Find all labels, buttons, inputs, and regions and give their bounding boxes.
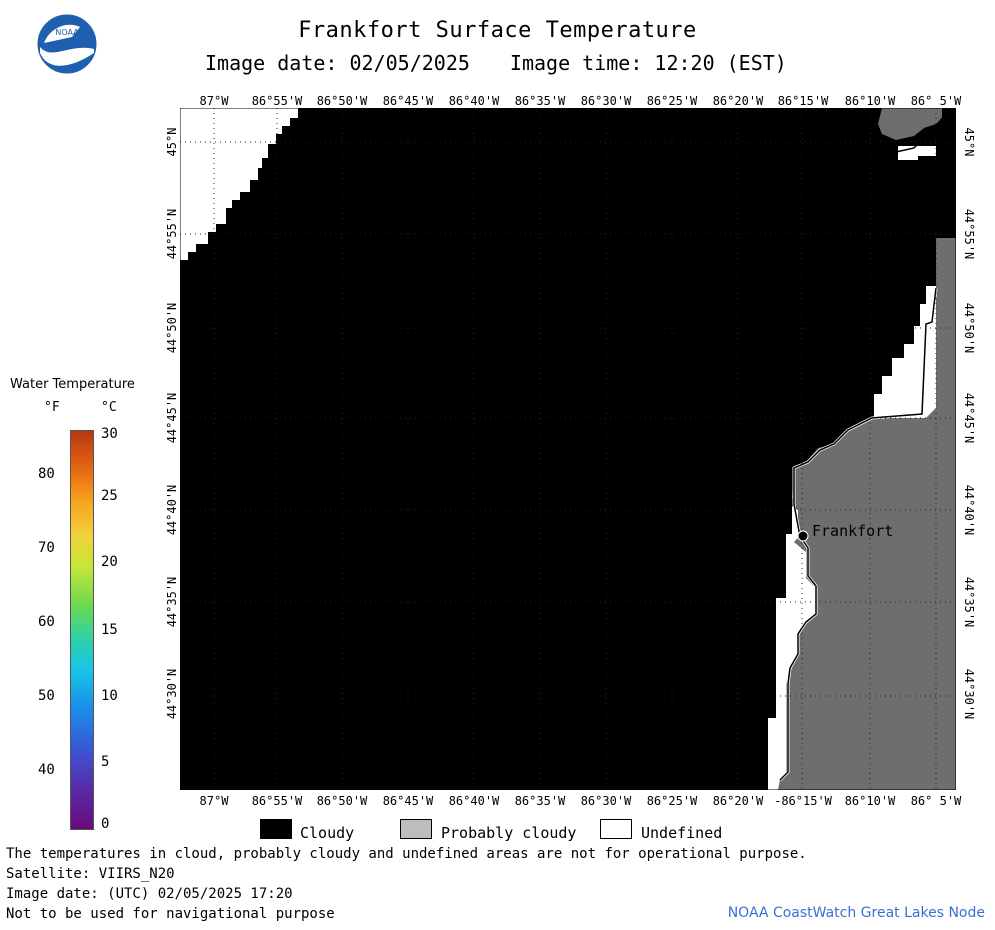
frankfort-marker[interactable] — [797, 530, 809, 542]
tick-c: 0 — [101, 816, 110, 832]
navigation-warning: Not to be used for navigational purpose — [6, 906, 335, 922]
tick-c: 15 — [101, 622, 118, 638]
lon-label-top: 87°W — [199, 94, 229, 108]
lon-label-top: 86°15'W — [777, 94, 829, 108]
lat-label-left: 44°30'N — [165, 668, 179, 720]
lon-label-top: 86°10'W — [844, 94, 896, 108]
lon-label-top: 86°35'W — [514, 94, 566, 108]
lon-label-top: 86°20'W — [712, 94, 764, 108]
lat-label-left: 45°N — [165, 127, 179, 157]
lon-label-bottom: 86°25'W — [646, 794, 698, 808]
tick-c: 25 — [101, 488, 118, 504]
tick-f: 60 — [38, 614, 55, 630]
temperature-colorbar — [70, 430, 94, 830]
temperature-map[interactable]: Frankfort — [180, 108, 956, 790]
satellite-text: Satellite: VIIRS_N20 — [6, 866, 175, 882]
lon-label-top: 86°50'W — [316, 94, 368, 108]
legend-swatch-undefined — [600, 819, 632, 839]
lon-label-bottom: 86°50'W — [316, 794, 368, 808]
lon-label-bottom: 87°W — [199, 794, 229, 808]
undefined-coast-strip-south — [768, 506, 816, 790]
lon-label-top: 86°40'W — [448, 94, 500, 108]
tick-f: 40 — [38, 762, 55, 778]
utc-date-text: Image date: (UTC) 02/05/2025 17:20 — [6, 886, 293, 902]
lon-label-top: 86°45'W — [382, 94, 434, 108]
lon-label-bottom: 86°30'W — [580, 794, 632, 808]
lon-label-bottom: 86° 5'W — [910, 794, 962, 808]
lat-label-right: 44°35'N — [962, 576, 976, 628]
lat-label-left: 44°45'N — [165, 392, 179, 444]
unit-celsius: °C — [101, 400, 117, 415]
lat-label-left: 44°55'N — [165, 208, 179, 260]
noaa-logo-icon: NOAA — [36, 13, 98, 75]
credit-link[interactable]: NOAA CoastWatch Great Lakes Node — [727, 905, 985, 921]
lon-label-bottom: 86°55'W — [251, 794, 303, 808]
legend-swatch-probably-cloudy — [400, 819, 432, 839]
unit-fahrenheit: °F — [44, 400, 60, 415]
tick-c: 5 — [101, 754, 110, 770]
tick-c: 20 — [101, 554, 118, 570]
tick-f: 70 — [38, 540, 55, 556]
lat-label-right: 44°50'N — [962, 302, 976, 354]
lon-label-top: 86° 5'W — [910, 94, 962, 108]
lon-label-top: 86°25'W — [646, 94, 698, 108]
lon-label-top: 86°30'W — [580, 94, 632, 108]
probably-cloudy-area — [778, 238, 956, 790]
lon-label-top: 86°55'W — [251, 94, 303, 108]
tick-f: 80 — [38, 466, 55, 482]
lat-label-left: 44°35'N — [165, 576, 179, 628]
coastline-line — [779, 287, 937, 781]
lon-label-bottom: -86°15'W — [774, 794, 832, 808]
legend-swatch-cloudy — [260, 819, 292, 839]
legend-title: Water Temperature — [10, 377, 135, 392]
undefined-area-nw — [180, 108, 298, 260]
tick-c: 10 — [101, 688, 118, 704]
lat-label-right: 45°N — [962, 127, 976, 157]
page-title: Frankfort Surface Temperature — [298, 18, 697, 43]
disclaimer-text: The temperatures in cloud, probably clou… — [6, 846, 807, 862]
legend-label-probably-cloudy: Probably cloudy — [441, 824, 577, 842]
logo-text: NOAA — [55, 28, 79, 37]
image-time: Image time: 12:20 (EST) — [509, 51, 787, 75]
graticule — [180, 108, 956, 790]
lon-label-bottom: 86°45'W — [382, 794, 434, 808]
lat-label-right: 44°30'N — [962, 668, 976, 720]
legend-label-cloudy: Cloudy — [300, 824, 355, 842]
city-label: Frankfort — [812, 522, 893, 540]
legend-label-undefined: Undefined — [641, 824, 723, 842]
tick-c: 30 — [101, 426, 118, 442]
coastline-ne — [895, 117, 943, 153]
lon-label-bottom: 86°20'W — [712, 794, 764, 808]
lat-label-right: 44°55'N — [962, 208, 976, 260]
image-datetime: Image date: 02/05/2025 Image time: 12:20 … — [205, 51, 787, 75]
undefined-coast-strip — [874, 286, 936, 418]
lat-label-right: 44°45'N — [962, 392, 976, 444]
image-date: Image date: 02/05/2025 — [205, 51, 470, 75]
lat-label-left: 44°50'N — [165, 302, 179, 354]
lon-label-bottom: 86°10'W — [844, 794, 896, 808]
tick-f: 50 — [38, 688, 55, 704]
lat-label-right: 44°40'N — [962, 484, 976, 536]
probably-cloudy-area-ne — [878, 108, 942, 140]
lat-label-left: 44°40'N — [165, 484, 179, 536]
lon-label-bottom: 86°40'W — [448, 794, 500, 808]
lon-label-bottom: 86°35'W — [514, 794, 566, 808]
